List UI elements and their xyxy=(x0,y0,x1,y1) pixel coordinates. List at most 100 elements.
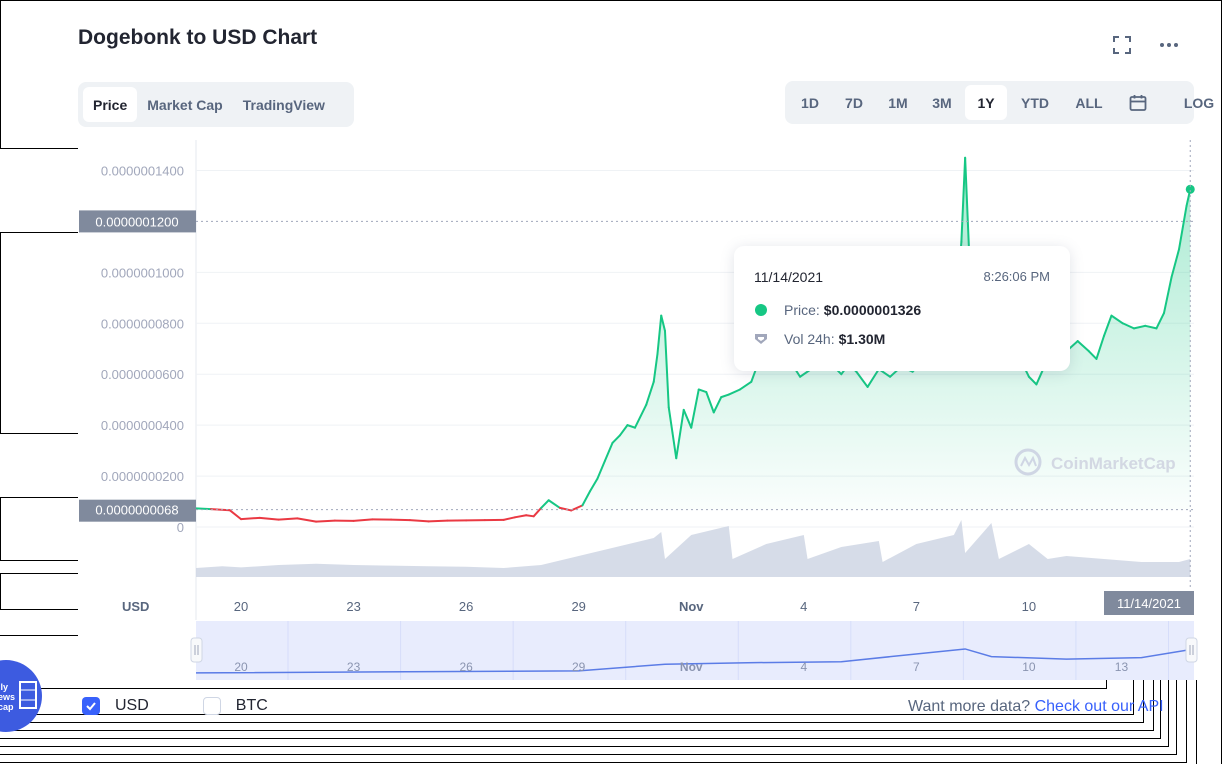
navigator-tick-label: 20 xyxy=(234,660,248,674)
price-segment xyxy=(1132,324,1147,330)
tooltip-date: 11/14/2021 xyxy=(754,269,824,285)
price-segment xyxy=(671,431,678,460)
api-link[interactable]: Check out our API xyxy=(1034,698,1164,715)
price-segment xyxy=(1102,314,1113,337)
reference-label-box xyxy=(79,499,196,522)
tooltip-volume-value: $1.30M xyxy=(838,331,886,347)
usd-checkbox[interactable] xyxy=(82,697,100,715)
calendar-icon[interactable] xyxy=(1117,85,1159,120)
y-tick-label: 0.0000000600 xyxy=(101,367,184,382)
price-segment xyxy=(408,519,430,523)
price-segment xyxy=(258,516,280,521)
crosshair-label-box xyxy=(79,210,196,233)
price-segment xyxy=(656,314,663,355)
usd-label: USD xyxy=(115,697,149,714)
badge-line-3: cap xyxy=(0,702,14,712)
crosshair-label: 0.0000001200 xyxy=(95,214,178,229)
navigator-left-handle[interactable] xyxy=(190,637,203,663)
tab-tradingview[interactable]: TradingView xyxy=(242,96,325,113)
log-toggle[interactable]: LOG xyxy=(1183,94,1215,111)
check-icon xyxy=(86,702,96,711)
price-segment xyxy=(667,406,674,434)
price-segment xyxy=(663,329,670,409)
navigator-tick-label: 26 xyxy=(459,660,473,674)
navigator-tick-label: 13 xyxy=(1115,660,1129,674)
x-tick-label: 4 xyxy=(800,599,807,614)
expand-icon[interactable] xyxy=(1111,34,1133,56)
chart-type-tabs: Price Market Cap TradingView xyxy=(78,82,354,127)
price-segment xyxy=(1027,375,1038,386)
price-segment xyxy=(570,504,584,512)
range-1m[interactable]: 1M xyxy=(888,94,908,111)
price-segment xyxy=(603,441,614,462)
more-data-prompt: Want more data? Check out our API xyxy=(908,698,1164,716)
price-segment xyxy=(1155,312,1165,330)
price-segment xyxy=(588,477,599,493)
price-segment xyxy=(558,506,573,512)
x-tick-label: 10 xyxy=(1022,599,1036,614)
price-segment xyxy=(712,396,723,414)
navigator-tick-label: Nov xyxy=(680,660,703,674)
price-segment xyxy=(532,506,543,518)
price-segment xyxy=(277,517,299,521)
range-1d[interactable]: 1D xyxy=(801,94,819,111)
price-segment xyxy=(502,516,516,521)
price-segment xyxy=(1144,324,1158,330)
navigator-tick-label: 4 xyxy=(800,660,807,674)
price-segment xyxy=(1095,335,1105,360)
cursor-date-box xyxy=(1104,591,1194,615)
tab-market-cap[interactable]: Market Cap xyxy=(147,96,223,113)
price-segment xyxy=(705,391,715,414)
price-segment xyxy=(697,388,708,394)
range-7d[interactable]: 7D xyxy=(845,94,863,111)
watermark-text: CoinMarketCap xyxy=(1051,454,1176,473)
price-segment xyxy=(352,518,374,522)
price-segment xyxy=(427,519,449,523)
price-dot-icon xyxy=(755,304,767,316)
range-all[interactable]: ALL xyxy=(1075,94,1103,111)
price-tooltip: 11/14/2021 8:26:06 PM Price: $0.00000013… xyxy=(734,246,1070,371)
btc-checkbox[interactable] xyxy=(202,697,221,715)
more-dots-icon[interactable] xyxy=(1158,34,1180,56)
price-segment xyxy=(675,408,685,460)
price-segment xyxy=(1162,276,1173,315)
price-segment xyxy=(645,380,655,406)
price-segment xyxy=(1110,314,1124,325)
range-ytd[interactable]: YTD xyxy=(1021,94,1049,111)
navigator-right-handle[interactable] xyxy=(1185,637,1198,663)
range-3m[interactable]: 3M xyxy=(932,94,952,111)
btc-label: BTC xyxy=(235,697,268,714)
tooltip-price-value: $0.0000001326 xyxy=(823,302,922,318)
tab-price[interactable]: Price xyxy=(83,87,138,122)
badge-line-1: ily xyxy=(0,682,9,692)
price-segment xyxy=(964,156,970,248)
price-segment xyxy=(228,509,243,521)
navigator-line xyxy=(195,648,1195,674)
price-segment xyxy=(547,499,561,509)
price-segment xyxy=(739,380,753,391)
range-1y[interactable]: 1Y xyxy=(965,85,1007,120)
tooltip-price-label: Price: xyxy=(784,302,820,318)
price-segment xyxy=(720,393,730,399)
cursor-date-label: 11/14/2021 xyxy=(1117,596,1181,611)
reference-label: 0.0000000068 xyxy=(95,503,178,518)
navigator-tick-label: 10 xyxy=(1022,660,1036,674)
tooltip-time: 8:26:06 PM xyxy=(983,269,1051,284)
price-segment xyxy=(611,434,621,444)
price-segment xyxy=(315,519,336,523)
price-segment xyxy=(1076,340,1090,353)
price-segment xyxy=(855,370,869,388)
price-segment xyxy=(626,424,636,429)
y-tick-label: 0.0000001400 xyxy=(101,163,184,178)
last-price-dot xyxy=(1185,184,1195,194)
price-segment xyxy=(690,388,700,429)
film-icon xyxy=(19,681,37,709)
price-segment xyxy=(1121,322,1135,330)
volume-area xyxy=(196,520,1191,577)
price-segment xyxy=(960,156,967,243)
price-segment xyxy=(618,424,629,437)
price-area-fill xyxy=(196,157,1191,510)
time-range-tabs: 1D 7D 1M 3M 1Y YTD ALL LOG xyxy=(785,81,1214,124)
price-segment xyxy=(240,516,261,521)
price-segment xyxy=(727,388,742,396)
